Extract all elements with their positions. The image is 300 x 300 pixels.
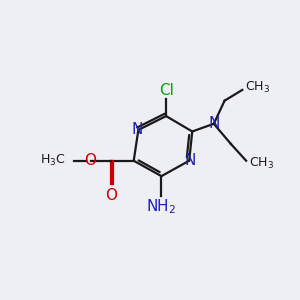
Text: CH$_3$: CH$_3$ <box>245 80 271 95</box>
Text: O: O <box>105 188 117 203</box>
Text: NH$_2$: NH$_2$ <box>146 198 177 216</box>
Text: N: N <box>184 153 196 168</box>
Text: O: O <box>85 153 97 168</box>
Text: N: N <box>208 116 220 131</box>
Text: Cl: Cl <box>159 83 173 98</box>
Text: N: N <box>132 122 143 137</box>
Text: H$_3$C: H$_3$C <box>40 153 65 168</box>
Text: CH$_3$: CH$_3$ <box>249 155 274 171</box>
